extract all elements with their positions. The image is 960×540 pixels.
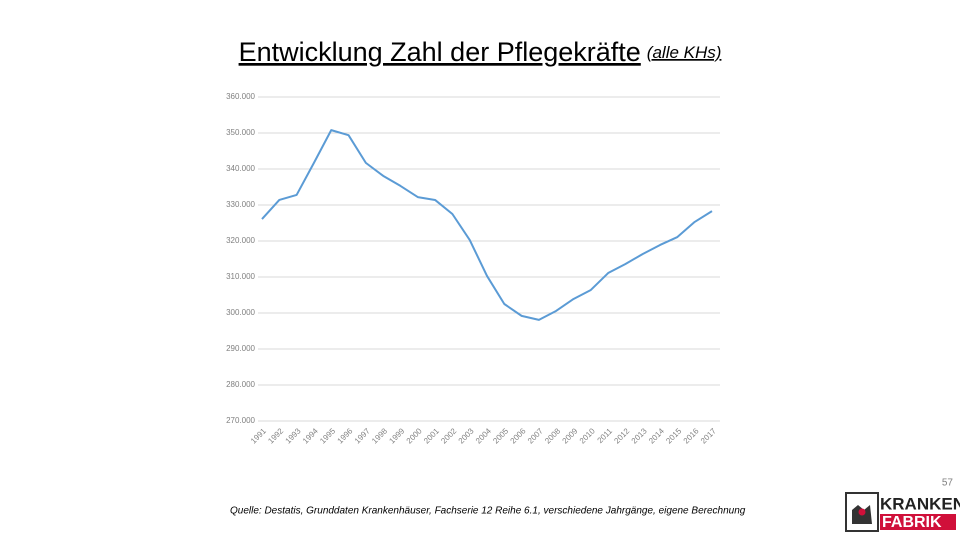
x-tick-label: 2001 bbox=[422, 426, 441, 445]
x-tick-label: 1999 bbox=[387, 426, 406, 445]
x-tick-label: 2007 bbox=[526, 426, 545, 445]
x-tick-label: 2017 bbox=[699, 426, 718, 445]
y-tick-label: 360.000 bbox=[226, 92, 255, 101]
logo-top: KRANKEN bbox=[880, 494, 960, 513]
y-tick-label: 340.000 bbox=[226, 164, 255, 173]
y-tick-label: 270.000 bbox=[226, 416, 255, 425]
x-tick-label: 2013 bbox=[630, 426, 649, 445]
x-tick-label: 2016 bbox=[682, 426, 701, 445]
title-main: Entwicklung Zahl der Pflegekräfte bbox=[239, 37, 641, 67]
x-tick-label: 2006 bbox=[509, 426, 528, 445]
x-tick-label: 1994 bbox=[301, 426, 320, 445]
logo-band bbox=[880, 514, 956, 530]
y-tick-label: 330.000 bbox=[226, 200, 255, 209]
x-tick-label: 1998 bbox=[370, 426, 389, 445]
y-tick-label: 290.000 bbox=[226, 344, 255, 353]
logo-icon bbox=[845, 492, 879, 532]
y-tick-label: 300.000 bbox=[226, 308, 255, 317]
x-tick-label: 2004 bbox=[474, 426, 493, 445]
logo: KRANKEN FABRIK bbox=[845, 492, 960, 532]
x-tick-label: 2012 bbox=[612, 426, 631, 445]
x-tick-label: 2009 bbox=[560, 426, 579, 445]
x-tick-label: 2015 bbox=[664, 426, 683, 445]
x-tick-label: 2010 bbox=[578, 426, 597, 445]
x-tick-label: 2005 bbox=[491, 426, 510, 445]
y-tick-label: 310.000 bbox=[226, 272, 255, 281]
data-line bbox=[261, 129, 713, 321]
page-number: 57 bbox=[942, 478, 954, 489]
y-tick-label: 320.000 bbox=[226, 236, 255, 245]
x-tick-label: 1992 bbox=[266, 426, 285, 445]
source: Quelle: Destatis, Grunddaten Krankenhäus… bbox=[230, 506, 746, 517]
logo-heart bbox=[858, 508, 866, 516]
x-tick-label: 2014 bbox=[647, 426, 666, 445]
x-tick-label: 2003 bbox=[457, 426, 476, 445]
logo-bottom: FABRIK bbox=[882, 514, 942, 531]
title: Entwicklung Zahl der Pflegekräfte (alle K… bbox=[239, 37, 722, 67]
x-tick-label: 1996 bbox=[335, 426, 354, 445]
x-tick-label: 1997 bbox=[353, 426, 372, 445]
x-tick-label: 2011 bbox=[596, 426, 615, 445]
y-tick-label: 350.000 bbox=[226, 128, 255, 137]
x-tick-label: 1991 bbox=[249, 426, 268, 445]
y-tick-label: 280.000 bbox=[226, 380, 255, 389]
x-tick-label: 2008 bbox=[543, 426, 562, 445]
x-tick-label: 1995 bbox=[318, 426, 337, 445]
x-tick-label: 2000 bbox=[405, 426, 424, 445]
x-tick-label: 1993 bbox=[284, 426, 303, 445]
title-note: (alle KHs) bbox=[647, 43, 722, 62]
x-tick-label: 2002 bbox=[439, 426, 458, 445]
